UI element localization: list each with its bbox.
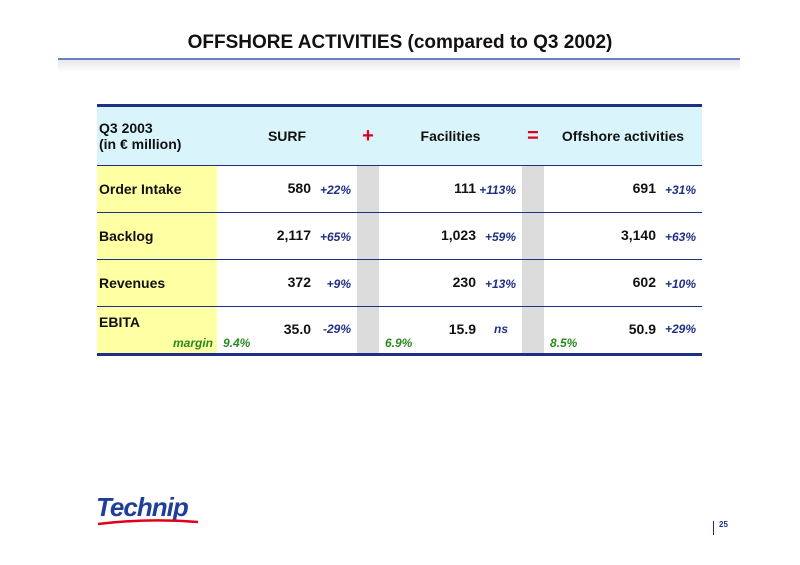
facilities-cell: 111 +113%: [379, 165, 522, 213]
facilities-change: ns: [493, 322, 508, 336]
offshore-cell: 3,140 +63%: [544, 212, 702, 260]
table-row: Backlog 2,117 +65% 1,023 +59% 3,140 +63%: [97, 212, 702, 260]
surf-value: 580: [287, 180, 311, 197]
offshore-cell: 691 +31%: [544, 165, 702, 213]
facilities-cell: 15.9 ns 6.9%: [379, 306, 522, 355]
surf-cell: 2,117 +65%: [217, 212, 357, 260]
facilities-cell: 1,023 +59%: [379, 212, 522, 260]
offshore-margin: 8.5%: [550, 336, 578, 350]
table-row: EBITA margin 35.0 -29% 9.4% 15.9 ns 6.9%…: [97, 306, 702, 355]
title-shadow: [58, 60, 740, 72]
offshore-change: +63%: [664, 230, 696, 245]
facilities-change: +13%: [484, 277, 516, 292]
facilities-change: +113%: [479, 183, 516, 198]
surf-value: 2,117: [276, 227, 311, 244]
surf-change: +9%: [326, 277, 351, 292]
header-offshore: Offshore activities: [544, 105, 702, 166]
operator-gap: [357, 259, 379, 307]
facilities-change: +59%: [484, 230, 516, 245]
technip-logo-graphic: Technip: [96, 492, 199, 526]
row-label: Revenues: [97, 259, 217, 307]
offshore-value: 50.9: [628, 321, 656, 337]
operator-gap: [522, 212, 544, 260]
surf-cell: 372 +9%: [217, 259, 357, 307]
offshore-cell: 50.9 +29% 8.5%: [544, 306, 702, 355]
offshore-value: 3,140: [620, 227, 656, 244]
technip-logo: Technip: [94, 491, 202, 536]
facilities-margin: 6.9%: [385, 336, 413, 350]
offshore-change: +31%: [664, 183, 696, 198]
operator-gap: [522, 259, 544, 307]
operator-gap: [522, 165, 544, 213]
surf-change: +22%: [319, 183, 351, 198]
facilities-value: 1,023: [440, 227, 476, 244]
surf-value: 372: [287, 274, 311, 291]
operator-gap: [357, 306, 379, 355]
page-number: 25: [719, 520, 728, 529]
row-label: Backlog: [97, 212, 217, 260]
header-facilities: Facilities: [379, 105, 522, 166]
header-period-cell: Q3 2003 (in € million): [97, 105, 217, 166]
header-surf: SURF: [217, 105, 357, 166]
facilities-value: 230: [452, 274, 476, 291]
offshore-change: +29%: [664, 322, 696, 336]
plus-operator: +: [357, 105, 379, 166]
table-row: Order Intake 580 +22% 111 +113% 691 +31%: [97, 165, 702, 213]
surf-cell: 35.0 -29% 9.4%: [217, 306, 357, 355]
surf-margin: 9.4%: [223, 336, 251, 350]
row-label: Order Intake: [97, 165, 217, 213]
equals-operator: =: [522, 105, 544, 166]
page-number-divider: [713, 521, 714, 535]
surf-change: -29%: [322, 322, 351, 336]
page-title: OFFSHORE ACTIVITIES (compared to Q3 2002…: [187, 32, 613, 53]
table-header-row: Q3 2003 (in € million) SURF + Facilities…: [97, 105, 702, 166]
facilities-cell: 230 +13%: [379, 259, 522, 307]
table-row: Revenues 372 +9% 230 +13% 602 +10%: [97, 259, 702, 307]
surf-change: +65%: [319, 230, 351, 245]
logo-wordmark: Technip: [96, 492, 189, 522]
offshore-value: 602: [632, 274, 656, 291]
operator-gap: [357, 212, 379, 260]
offshore-table: Q3 2003 (in € million) SURF + Facilities…: [97, 104, 702, 356]
offshore-value: 691: [632, 180, 656, 197]
surf-cell: 580 +22%: [217, 165, 357, 213]
facilities-value: 111: [454, 180, 476, 197]
offshore-cell: 602 +10%: [544, 259, 702, 307]
header-period: Q3 2003: [99, 120, 153, 136]
surf-value: 35.0: [283, 321, 311, 337]
offshore-change: +10%: [664, 277, 696, 292]
operator-gap: [522, 306, 544, 355]
row-label: EBITA: [99, 314, 140, 330]
header-unit: (in € million): [99, 136, 182, 152]
margin-label: margin: [172, 336, 213, 350]
operator-gap: [357, 165, 379, 213]
title-divider: [58, 58, 740, 60]
facilities-value: 15.9: [448, 321, 476, 337]
row-label-cell: EBITA margin: [97, 306, 217, 355]
